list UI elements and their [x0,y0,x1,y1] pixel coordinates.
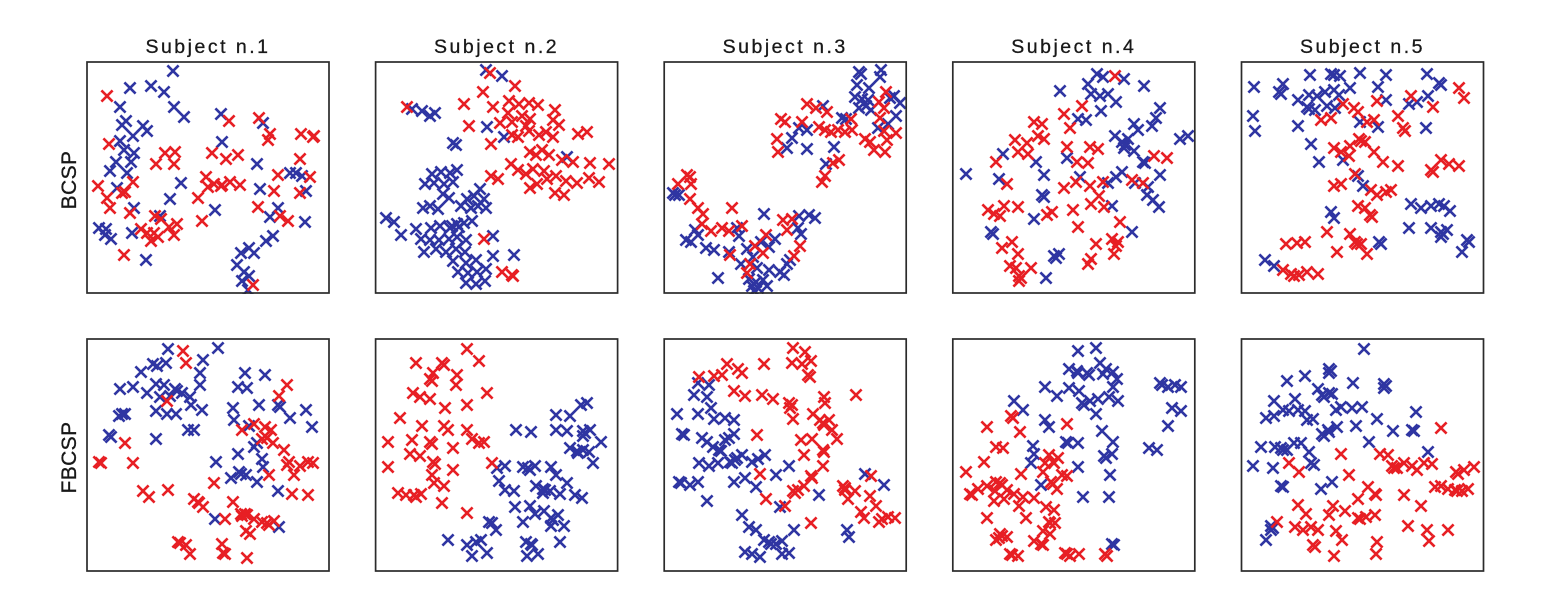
svg-text:Subject n.1: Subject n.1 [145,36,270,58]
svg-text:Subject n.3: Subject n.3 [723,36,848,58]
svg-text:BCSP: BCSP [58,151,81,210]
svg-text:Subject n.4: Subject n.4 [1011,36,1136,58]
svg-text:FBCSP: FBCSP [58,421,81,493]
svg-text:Subject n.2: Subject n.2 [434,36,559,58]
svg-text:Subject n.5: Subject n.5 [1300,36,1425,58]
